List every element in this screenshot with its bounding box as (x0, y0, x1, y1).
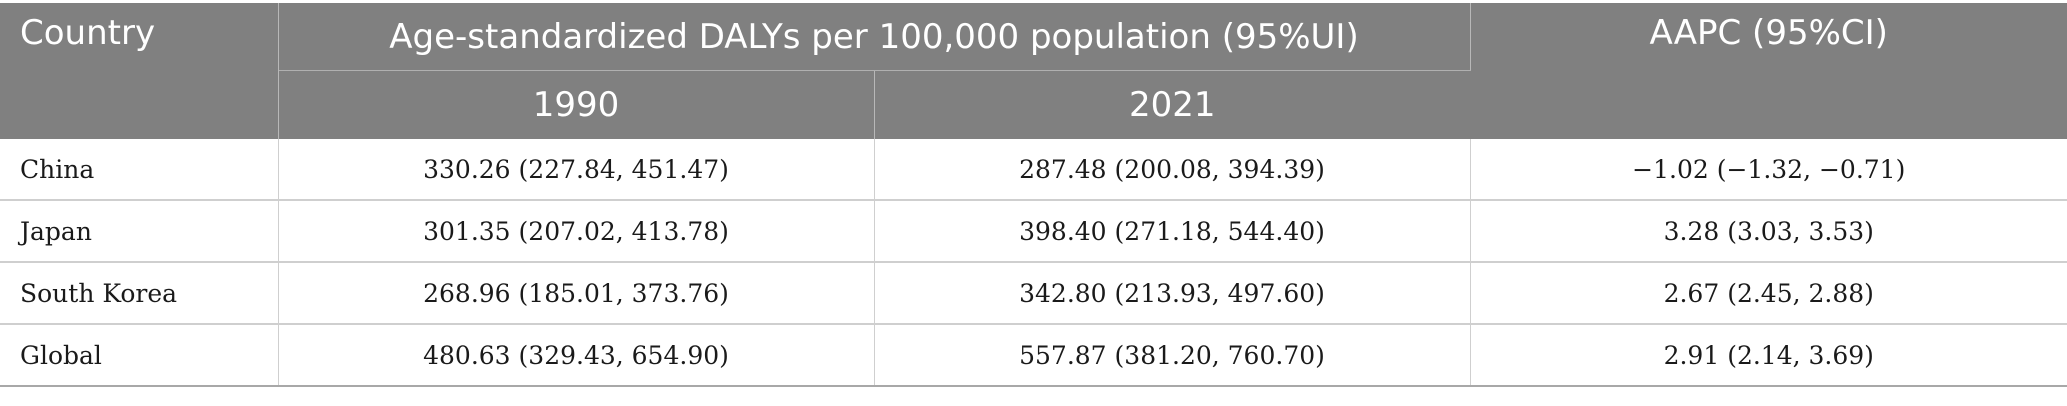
cell-country: Japan (0, 200, 279, 263)
dalys-table: Country Age-standardized DALYs per 100,0… (0, 3, 2067, 387)
table-header: Country Age-standardized DALYs per 100,0… (0, 3, 2067, 139)
cell-2021: 557.87 (381.20, 760.70) (874, 324, 1471, 387)
cell-country: South Korea (0, 262, 279, 325)
table-row: Japan 301.35 (207.02, 413.78) 398.40 (27… (0, 200, 2067, 263)
header-row-top: Country Age-standardized DALYs per 100,0… (0, 3, 2067, 139)
header-year-1990: 1990 (278, 70, 875, 139)
header-row-years: 1990 2021 (0, 70, 2067, 139)
header-country: Country (0, 3, 279, 139)
cell-country: Global (0, 324, 279, 387)
cell-aapc: −1.02 (−1.32, −0.71) (1470, 139, 2067, 201)
cell-aapc: 2.67 (2.45, 2.88) (1470, 262, 2067, 325)
cell-2021: 398.40 (271.18, 544.40) (874, 200, 1471, 263)
cell-country: China (0, 139, 279, 201)
cell-1990: 330.26 (227.84, 451.47) (278, 139, 875, 201)
cell-1990: 268.96 (185.01, 373.76) (278, 262, 875, 325)
table-row: South Korea 268.96 (185.01, 373.76) 342.… (0, 262, 2067, 325)
header-aapc: AAPC (95%CI) (1470, 3, 2067, 139)
table-body: China 330.26 (227.84, 451.47) 287.48 (20… (0, 139, 2067, 387)
dalys-table-container: Country Age-standardized DALYs per 100,0… (0, 3, 2067, 387)
cell-aapc: 3.28 (3.03, 3.53) (1470, 200, 2067, 263)
table-row: Global 480.63 (329.43, 654.90) 557.87 (3… (0, 324, 2067, 387)
cell-2021: 342.80 (213.93, 497.60) (874, 262, 1471, 325)
cell-1990: 301.35 (207.02, 413.78) (278, 200, 875, 263)
cell-1990: 480.63 (329.43, 654.90) (278, 324, 875, 387)
header-dalys-group: Age-standardized DALYs per 100,000 popul… (278, 3, 1471, 71)
cell-2021: 287.48 (200.08, 394.39) (874, 139, 1471, 201)
cell-aapc: 2.91 (2.14, 3.69) (1470, 324, 2067, 387)
header-year-2021: 2021 (874, 70, 1470, 139)
table-row: China 330.26 (227.84, 451.47) 287.48 (20… (0, 139, 2067, 201)
